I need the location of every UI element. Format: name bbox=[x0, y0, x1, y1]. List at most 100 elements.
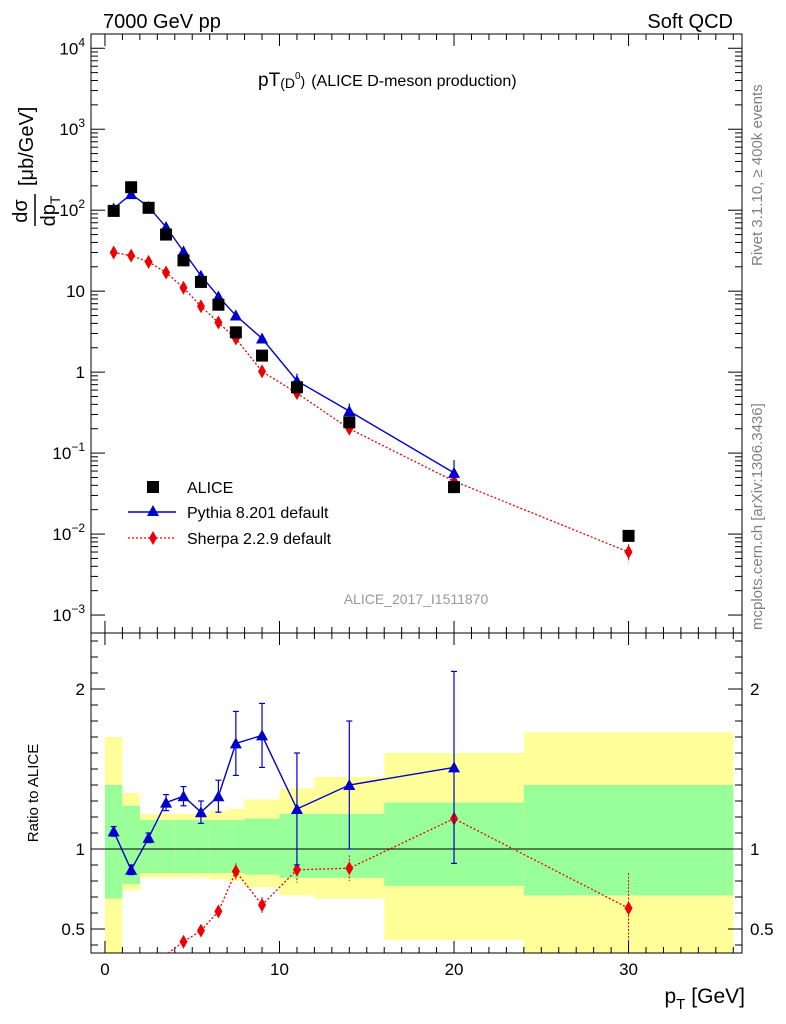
x-tick-label: 10 bbox=[270, 960, 289, 979]
pythia-ratio-point bbox=[256, 729, 269, 741]
pythia-point bbox=[229, 309, 242, 321]
ylabel-numerator: dσ bbox=[10, 199, 32, 223]
pythia-ratio-point bbox=[160, 796, 173, 808]
pythia-point bbox=[256, 332, 269, 344]
y-tick-label: 102 bbox=[59, 197, 85, 220]
legend-marker-sherpa bbox=[149, 531, 157, 545]
sherpa-point bbox=[127, 248, 136, 263]
pythia-ratio-point bbox=[177, 790, 190, 802]
pythia-point bbox=[177, 245, 190, 257]
ratio-band-green bbox=[523, 785, 734, 896]
pythia-point bbox=[448, 466, 461, 478]
sherpa-ratio-point bbox=[292, 862, 301, 877]
alice-point bbox=[229, 326, 242, 339]
legend-label-sherpa: Sherpa 2.2.9 default bbox=[187, 531, 332, 548]
alice-point bbox=[160, 228, 173, 241]
sherpa-point bbox=[109, 245, 118, 260]
mcplots-label: mcplots.cern.ch [arXiv:1306.3436] bbox=[749, 403, 766, 630]
ratio-plot-frame bbox=[90, 632, 743, 954]
pythia-ratio-point bbox=[194, 806, 207, 818]
sherpa-point bbox=[162, 265, 171, 280]
ratio-band-green bbox=[244, 818, 280, 875]
ratio-y-tick-label-right: 0.5 bbox=[750, 920, 774, 939]
sherpa-point bbox=[624, 545, 633, 560]
ratio-band-green bbox=[104, 785, 123, 899]
sherpa-point bbox=[258, 364, 267, 379]
pythia-point bbox=[125, 188, 138, 200]
y-tick-label: 10−3 bbox=[52, 602, 85, 625]
y-tick-label: 10−2 bbox=[52, 521, 85, 544]
sherpa-point bbox=[214, 315, 223, 330]
ratio-band-green bbox=[174, 820, 193, 873]
legend: ALICE Pythia 8.201 default Sherpa 2.2.9 … bbox=[128, 480, 332, 548]
ratio-y-tick-label: 1 bbox=[76, 840, 85, 859]
sherpa-ratio-point bbox=[624, 901, 633, 916]
ylabel-denominator: dpT bbox=[38, 195, 63, 226]
alice-point bbox=[622, 529, 635, 542]
pythia-ratio-point bbox=[125, 863, 138, 875]
sherpa-ratio-point bbox=[258, 898, 267, 912]
pythia-ratio-point bbox=[343, 779, 356, 790]
alice-point bbox=[448, 481, 461, 494]
ratio-band-green bbox=[122, 805, 140, 885]
sherpa-point bbox=[196, 299, 205, 314]
sherpa-point bbox=[179, 280, 188, 295]
sherpa-ratio-point bbox=[196, 923, 205, 938]
pythia-ratio-point bbox=[107, 825, 120, 837]
analysis-id: ALICE_2017_I1511870 bbox=[344, 591, 489, 607]
sherpa-point bbox=[144, 254, 153, 269]
y-tick-label: 10 bbox=[66, 282, 85, 301]
pythia-ratio-point bbox=[290, 803, 303, 814]
rivet-label: Rivet 3.1.10, ≥ 400k events bbox=[749, 84, 766, 266]
alice-point bbox=[142, 201, 155, 214]
main-y-label: dσ dpT [μb/GeV] bbox=[10, 107, 63, 227]
pythia-ratio-point bbox=[448, 761, 461, 773]
alice-point bbox=[343, 416, 356, 429]
legend-label-alice: ALICE bbox=[187, 480, 233, 497]
header-right: Soft QCD bbox=[647, 11, 733, 33]
header-left: 7000 GeV pp bbox=[103, 11, 221, 33]
alice-point bbox=[125, 181, 138, 194]
sherpa-ratio-point bbox=[345, 861, 354, 876]
sherpa-ratio-point bbox=[214, 904, 223, 919]
pythia-ratio-point bbox=[212, 790, 225, 802]
ratio-band-green bbox=[192, 820, 210, 873]
pythia-ratio-point bbox=[142, 831, 155, 843]
alice-point bbox=[107, 204, 120, 217]
x-axis-label: pT [GeV] bbox=[664, 985, 745, 1013]
axis-ticks: 0 10 20 30 10−3 10−2 10−1 1 10 102 103 104 0.5 0.5 1 1 2… bbox=[52, 34, 774, 979]
ratio-y-tick-label: 2 bbox=[76, 680, 85, 699]
data-markers bbox=[107, 181, 635, 949]
plot-title: pT(D0) (ALICE D-meson production) bbox=[258, 70, 517, 91]
ratio-band-green bbox=[139, 820, 158, 873]
ratio-uncertainty-bands bbox=[91, 732, 742, 953]
alice-point bbox=[290, 381, 303, 394]
ratio-band-green bbox=[157, 820, 175, 873]
x-tick-label: 30 bbox=[619, 960, 638, 979]
legend-marker-alice bbox=[147, 481, 159, 493]
legend-label-pythia: Pythia 8.201 default bbox=[187, 505, 329, 522]
x-tick-label: 20 bbox=[445, 960, 464, 979]
ylabel-unit: [μb/GeV] bbox=[16, 107, 38, 186]
ratio-band-green bbox=[209, 820, 228, 873]
legend-marker-pythia bbox=[147, 505, 159, 516]
alice-point bbox=[177, 254, 190, 267]
ratio-y-tick-label-right: 1 bbox=[750, 840, 759, 859]
y-tick-label: 10−1 bbox=[52, 440, 85, 463]
pythia-point bbox=[343, 405, 356, 417]
alice-point bbox=[212, 298, 225, 311]
sherpa-ratio-point bbox=[231, 864, 240, 879]
pythia-point bbox=[212, 290, 225, 302]
pythia-ratio-point bbox=[229, 737, 242, 749]
ratio-y-tick-label-right: 2 bbox=[750, 680, 759, 699]
ratio-y-label: Ratio to ALICE bbox=[25, 744, 42, 842]
alice-point bbox=[256, 349, 269, 362]
x-tick-label: 0 bbox=[100, 960, 109, 979]
y-tick-label: 103 bbox=[59, 116, 85, 139]
ratio-y-tick-label: 0.5 bbox=[61, 920, 85, 939]
y-tick-label: 1 bbox=[76, 363, 85, 382]
y-tick-label: 104 bbox=[59, 35, 85, 58]
ratio-band-green bbox=[227, 820, 245, 873]
alice-point bbox=[194, 275, 207, 288]
